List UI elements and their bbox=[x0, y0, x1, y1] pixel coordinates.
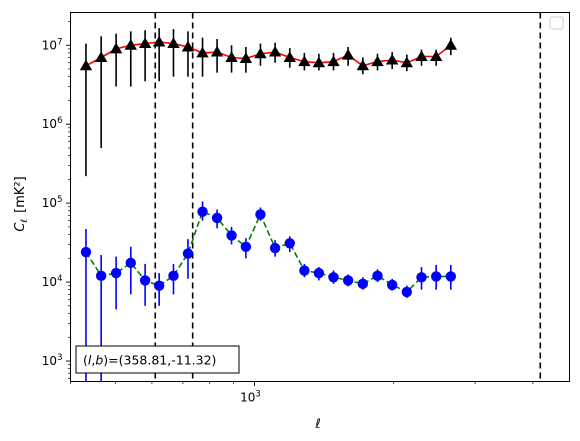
plot-frame bbox=[70, 12, 570, 382]
legend-box bbox=[549, 16, 564, 30]
upper-point bbox=[109, 42, 123, 54]
lower-point bbox=[125, 257, 136, 269]
lower-point bbox=[328, 272, 339, 283]
x-tick-label: 103 bbox=[240, 390, 261, 405]
annotation-text: (l,b)=(358.81,-11.32) bbox=[83, 353, 216, 368]
upper-point bbox=[210, 45, 224, 57]
lower-point bbox=[255, 209, 266, 220]
upper-point bbox=[268, 45, 282, 57]
y-tick-label: 104 bbox=[42, 274, 63, 289]
lower-point bbox=[416, 272, 427, 283]
plot-area bbox=[79, 12, 542, 382]
upper-point bbox=[94, 51, 108, 62]
lower-point bbox=[153, 280, 165, 291]
lower-point bbox=[445, 271, 457, 282]
y-tick-label: 105 bbox=[42, 195, 63, 210]
upper-point bbox=[79, 59, 93, 71]
lower-point bbox=[95, 270, 107, 282]
upper-point bbox=[400, 56, 414, 68]
upper-point bbox=[124, 39, 137, 50]
lower-point bbox=[182, 248, 194, 259]
lower-point bbox=[168, 270, 179, 282]
upper-point bbox=[444, 39, 458, 50]
upper-point bbox=[181, 40, 195, 52]
upper-point bbox=[385, 53, 399, 65]
lower-point bbox=[197, 206, 208, 217]
lower-point bbox=[357, 278, 369, 290]
upper-point bbox=[371, 55, 384, 67]
y-tick-label: 107 bbox=[42, 37, 63, 52]
lower-point bbox=[299, 265, 310, 276]
lower-point bbox=[313, 267, 325, 279]
lower-point bbox=[80, 246, 92, 258]
upper-point bbox=[254, 47, 267, 59]
lower-point bbox=[139, 275, 151, 286]
upper-point bbox=[239, 52, 253, 63]
lower-point bbox=[430, 271, 442, 282]
y-axis-label: Cℓ[mK²] bbox=[13, 176, 30, 231]
upper-point bbox=[341, 48, 355, 60]
lower-point bbox=[110, 267, 122, 279]
y-tick-label: 106 bbox=[42, 116, 63, 131]
lower-point bbox=[401, 286, 413, 298]
lower-point bbox=[211, 212, 223, 224]
upper-point bbox=[152, 35, 166, 47]
upper-point bbox=[138, 37, 152, 49]
upper-point bbox=[356, 59, 370, 71]
lower-point bbox=[342, 275, 354, 286]
upper-point bbox=[167, 37, 180, 49]
upper-point bbox=[196, 46, 209, 58]
upper-point bbox=[225, 51, 238, 62]
lower-point bbox=[269, 242, 281, 254]
lower-point bbox=[240, 241, 252, 252]
upper-point bbox=[429, 50, 443, 61]
upper-point bbox=[298, 55, 311, 67]
upper-point bbox=[327, 55, 340, 67]
annotation-box bbox=[75, 345, 240, 374]
lower-point bbox=[226, 230, 237, 241]
x-axis-label: ℓ bbox=[314, 417, 320, 432]
lower-point bbox=[386, 279, 398, 291]
y-tick-label: 103 bbox=[42, 353, 63, 368]
lower-point bbox=[372, 270, 383, 282]
lower-point bbox=[284, 238, 295, 249]
upper-point bbox=[283, 51, 296, 62]
upper-point bbox=[415, 50, 428, 61]
upper-point bbox=[312, 56, 326, 68]
